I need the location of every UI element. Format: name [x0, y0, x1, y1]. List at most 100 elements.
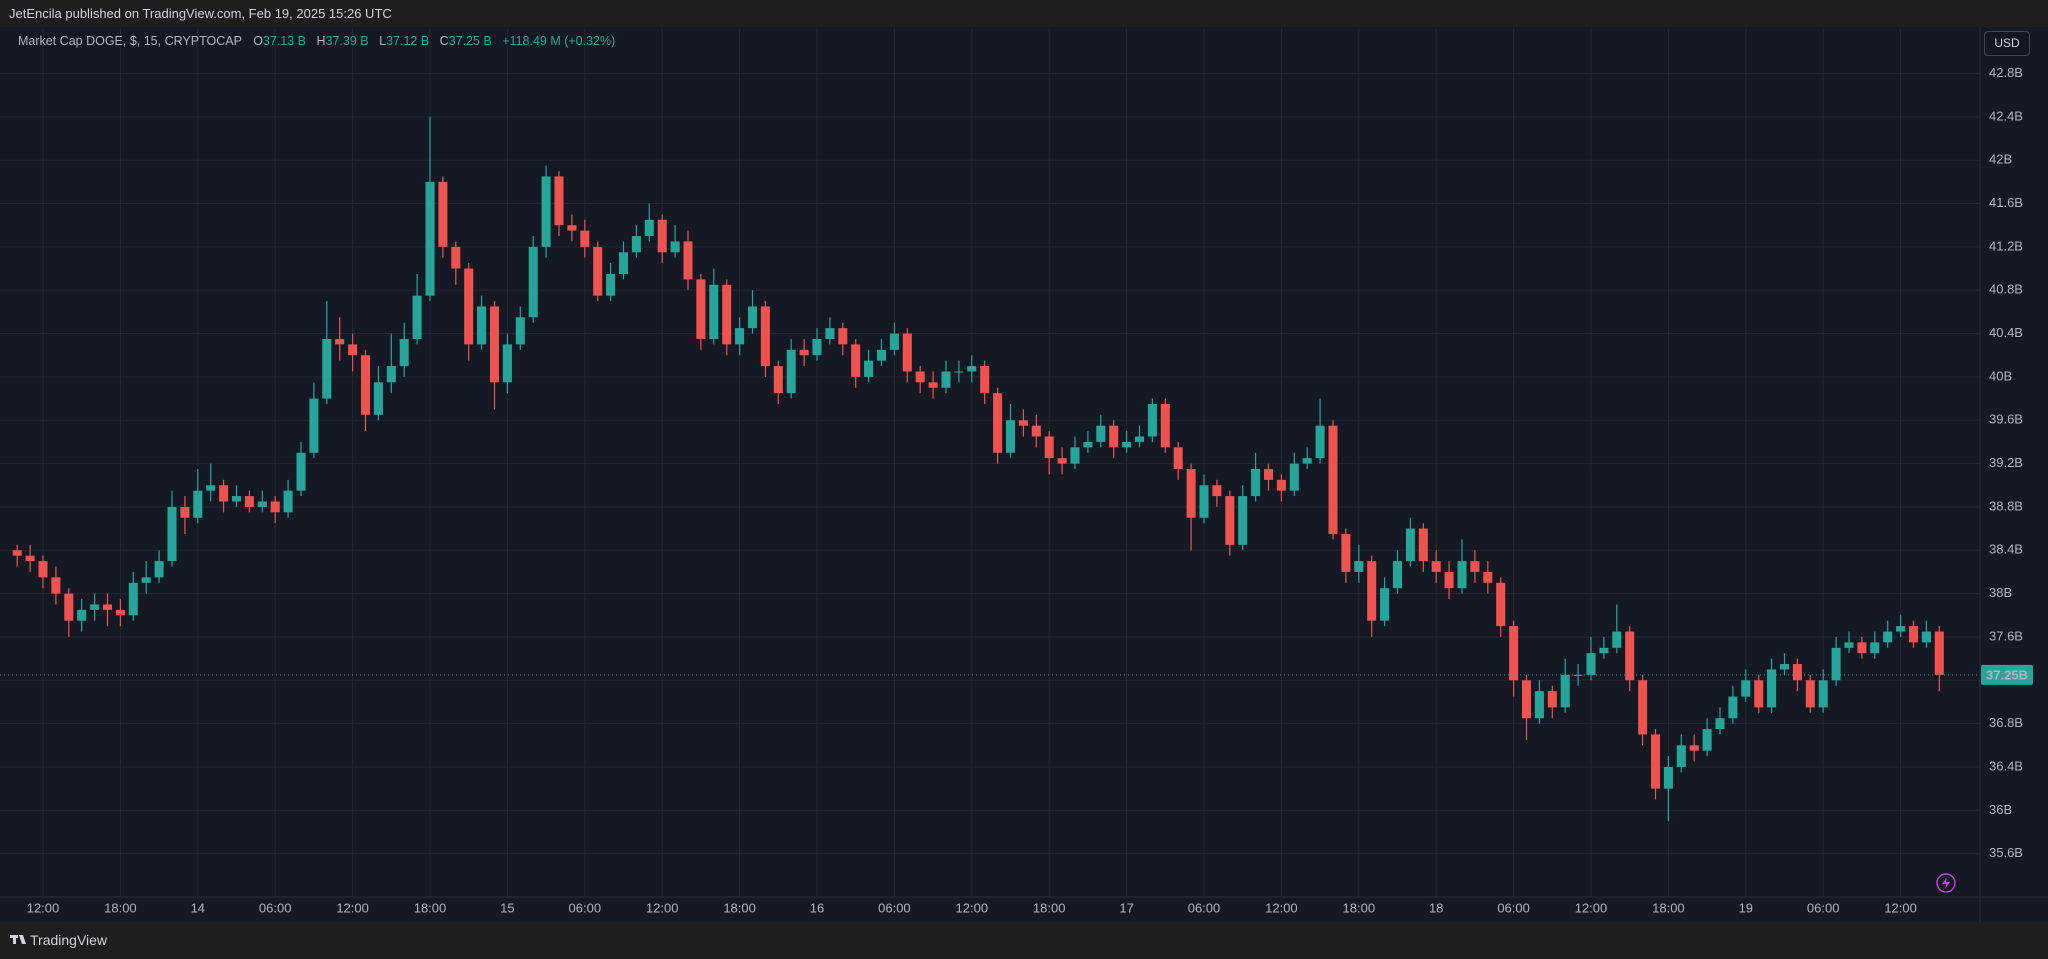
candle-body	[618, 252, 629, 274]
candle-body	[760, 306, 770, 367]
candle-body	[580, 230, 590, 247]
x-tick-label: 17	[1119, 900, 1133, 915]
candle-body	[1934, 631, 1944, 675]
candle-body	[889, 333, 899, 350]
candle-body	[1857, 642, 1867, 654]
candle-body	[747, 306, 758, 329]
candle-body	[1315, 425, 1325, 459]
candle-body	[1792, 664, 1802, 681]
x-tick-label: 18	[1429, 900, 1443, 915]
candle-body	[786, 349, 796, 394]
candle-body	[1625, 631, 1635, 681]
candle-body	[1367, 561, 1377, 621]
legend-value: 37.12 B	[386, 34, 430, 48]
x-tick-label: 06:00	[1807, 900, 1840, 915]
candle-body	[722, 284, 732, 345]
y-tick-label: 36B	[1989, 802, 2012, 817]
candle-body	[1870, 642, 1880, 654]
last-price-label: 37.25B	[1986, 667, 2028, 682]
candle-body	[670, 241, 680, 253]
candle-body	[644, 219, 654, 237]
candle-body	[657, 219, 667, 253]
candle-body	[606, 273, 616, 296]
candle-body	[876, 349, 887, 361]
candle-body	[412, 295, 422, 339]
chart-pane	[0, 27, 2048, 923]
candle-body	[1754, 680, 1764, 708]
candle-body	[1302, 458, 1312, 464]
candle-body	[1534, 691, 1544, 719]
candle-body	[1431, 561, 1441, 572]
y-tick-label: 40B	[1989, 368, 2012, 383]
candle-body	[128, 582, 138, 616]
candle-body	[1844, 642, 1854, 648]
candle-body	[967, 366, 977, 372]
candle-body	[1122, 441, 1132, 448]
legend-value: 37.13 B	[262, 34, 307, 48]
legend-key: C	[439, 34, 449, 48]
candle-body	[1702, 729, 1712, 751]
candle-body	[941, 371, 951, 388]
x-tick-label: 16	[810, 900, 824, 915]
x-tick-label: 18:00	[414, 900, 447, 915]
lightning-icon[interactable]	[1936, 873, 1956, 893]
candle-body	[12, 550, 22, 556]
candle-body	[593, 246, 603, 296]
candle-body	[244, 496, 254, 507]
y-tick-label: 37.6B	[1989, 628, 2023, 643]
symbol-title: Market Cap DOGE, $, 15, CRYPTOCAP	[18, 34, 242, 48]
candle-body	[1276, 479, 1286, 491]
candle-body	[1238, 496, 1248, 545]
candle-body	[102, 604, 113, 610]
currency-button[interactable]: USD	[1984, 31, 2030, 56]
candle-body	[812, 338, 822, 356]
candle-body	[1573, 674, 1583, 676]
x-tick-label: 18:00	[1033, 900, 1066, 915]
candle-body	[1831, 647, 1841, 681]
candle-body	[1741, 680, 1751, 697]
candle-body	[77, 609, 87, 621]
candle-body	[1509, 626, 1519, 681]
y-tick-label: 42.4B	[1989, 108, 2023, 123]
candle-body	[993, 393, 1003, 453]
candle-body	[1883, 631, 1893, 643]
candle-body	[1225, 496, 1235, 545]
x-tick-label: 12:00	[1265, 900, 1298, 915]
y-tick-label: 39.2B	[1989, 455, 2023, 470]
candle-body	[180, 506, 190, 518]
candle-body	[1328, 425, 1338, 535]
x-tick-label: 18:00	[1343, 900, 1376, 915]
legend-key: O	[253, 34, 263, 48]
candle-body	[1031, 425, 1041, 437]
candle-body	[386, 366, 396, 383]
x-tick-label: 12:00	[646, 900, 679, 915]
x-tick-label: 14	[191, 900, 205, 915]
candle-body	[1767, 669, 1777, 708]
candle-body	[399, 338, 409, 367]
candle-body	[1160, 403, 1170, 448]
legend-change: +118.49 M (+0.32%)	[502, 34, 616, 48]
candle-body	[928, 382, 938, 388]
candle-body	[451, 246, 461, 269]
y-tick-label: 39.6B	[1989, 412, 2023, 427]
candle-body	[1728, 696, 1738, 719]
x-tick-label: 12:00	[336, 900, 369, 915]
candle-body	[1689, 745, 1699, 751]
y-tick-label: 40.8B	[1989, 282, 2023, 297]
y-tick-label: 36.8B	[1989, 715, 2023, 730]
candle-body	[38, 561, 48, 578]
candle-body	[257, 501, 267, 507]
candle-body	[464, 268, 474, 345]
x-tick-label: 19	[1739, 900, 1753, 915]
candle-body	[206, 485, 216, 491]
x-tick-label: 06:00	[569, 900, 602, 915]
x-tick-label: 18:00	[1652, 900, 1685, 915]
candle-body	[1392, 561, 1403, 589]
candle-body	[231, 496, 242, 502]
candle-body	[541, 176, 551, 247]
candle-body	[1109, 425, 1119, 448]
candle-body	[838, 328, 848, 345]
legend-value: 37.39 B	[325, 34, 369, 48]
candle-body	[773, 366, 783, 394]
